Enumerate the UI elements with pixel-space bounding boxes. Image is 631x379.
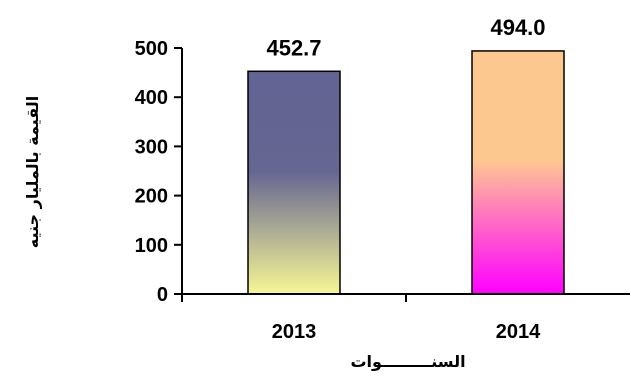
y-tick-label-300: 300 <box>135 136 168 158</box>
y-tick-label-100: 100 <box>135 235 168 257</box>
x-tick-label-2013: 2013 <box>272 321 317 343</box>
y-tick-label-200: 200 <box>135 186 168 208</box>
bar-2013 <box>247 70 341 295</box>
x-tick-label-2014: 2014 <box>496 321 541 343</box>
y-axis-title: القيمة بالمليار جنيه <box>23 96 42 248</box>
data-label-2013: 452.7 <box>266 35 321 60</box>
y-tick-label-400: 400 <box>135 87 168 109</box>
y-tick-label-0: 0 <box>157 284 168 306</box>
data-label-2014: 494.0 <box>490 15 545 40</box>
x-axis-title: السنـــــــــوات <box>350 352 465 371</box>
y-tick-label-500: 500 <box>135 38 168 60</box>
bar-2014 <box>471 50 565 295</box>
